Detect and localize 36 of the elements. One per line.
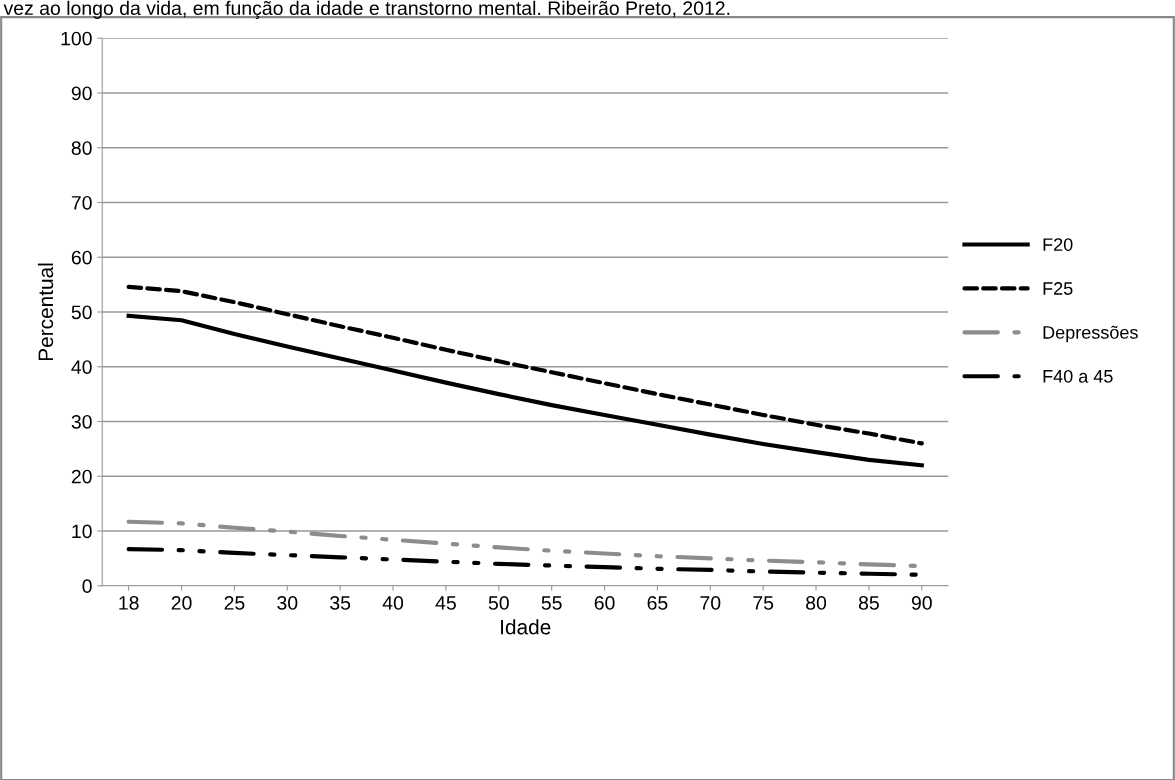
y-tick-label: 40 — [71, 360, 92, 374]
y-tick-label: 80 — [71, 141, 92, 155]
x-tick-label: 40 — [382, 596, 404, 610]
x-tick-label: 90 — [911, 596, 932, 610]
line-series — [126, 284, 924, 446]
x-tick-label: 20 — [171, 596, 192, 610]
y-tick-label: 100 — [61, 31, 92, 46]
y-tick-label: 10 — [72, 524, 92, 539]
x-tick-label: 65 — [647, 596, 668, 610]
x-tick-label: 70 — [700, 596, 721, 610]
chart-title: vez ao longo da vida, em função da idade e transtorno mental. Ribeirão Preto, 2012. — [3, 0, 730, 19]
legend-label: F40 a 45 — [1043, 369, 1113, 383]
x-tick-label: 45 — [435, 596, 456, 610]
x-tick-label: 75 — [753, 596, 774, 610]
x-tick-label: 50 — [488, 596, 509, 610]
y-tick-label: 20 — [71, 469, 92, 484]
x-tick-label: 18 — [119, 596, 139, 610]
y-tick-label: 0 — [82, 579, 92, 594]
x-tick-label: 60 — [594, 596, 615, 610]
y-tick-label: 60 — [71, 250, 92, 265]
legend-label: Depressões — [1043, 325, 1138, 343]
x-tick-label: 55 — [541, 596, 562, 610]
line-series — [126, 313, 924, 468]
x-tick-label: 85 — [858, 596, 879, 610]
y-axis-title: Percentual — [37, 263, 54, 361]
x-tick-label: 30 — [277, 596, 298, 610]
y-tick-label: 30 — [71, 414, 92, 429]
x-tick-label: 25 — [224, 596, 245, 610]
y-tick-label: 70 — [71, 195, 92, 210]
legend-label: F20 — [1043, 238, 1073, 251]
y-tick-label: 50 — [71, 305, 92, 320]
legend-label: F25 — [1043, 282, 1073, 295]
x-tick-label: 80 — [806, 596, 827, 610]
x-tick-label: 35 — [330, 596, 351, 610]
x-axis-title: Idade — [501, 619, 551, 635]
y-tick-label: 90 — [71, 86, 92, 101]
